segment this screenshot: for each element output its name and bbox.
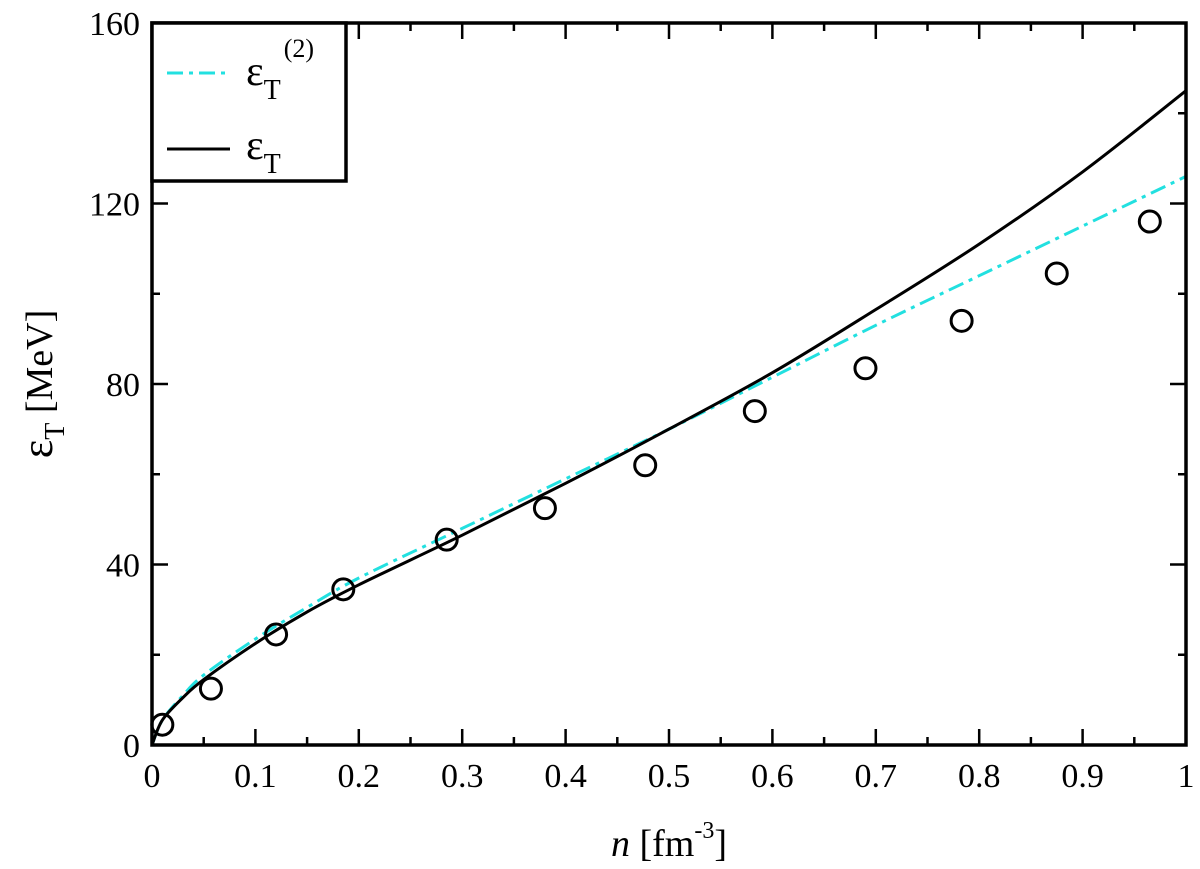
reference-data-point [633,453,658,478]
y-axis-label: εT [MeV] [13,310,71,459]
x-axis-label: n [fm-3] [611,818,727,865]
reference-data-point [331,577,356,602]
legend-label-eps-t2-main: ε [246,49,264,95]
reference-data-point [1044,261,1069,286]
reference-data-point [853,356,878,381]
x-tick-label: 0.3 [441,758,484,795]
series-line-eps-t2 [150,175,1187,746]
y-tick-label: 160 [89,6,140,43]
legend-label-eps-t: εT [246,123,281,180]
y-tick-label: 80 [106,367,140,404]
x-tick-label: 0.9 [1061,758,1104,795]
legend-label-eps-t-main: ε [246,123,264,169]
legend-label-eps-t-sub: T [264,149,281,180]
x-axis-label-main: n [611,823,630,865]
y-axis-label-unit: [MeV] [19,310,61,423]
reference-data-point [434,527,459,552]
y-tick-label: 120 [89,187,140,224]
y-axis-label-main: ε [13,440,62,458]
x-tick-label: 0.4 [544,758,587,795]
reference-data-point [198,676,223,701]
x-tick-label: 0.2 [338,758,381,795]
reference-data-point [1137,209,1162,234]
legend-label-eps-t2: εT(2) [246,34,314,106]
x-tick-label: 0 [144,758,161,795]
x-tick-label: 0.5 [648,758,691,795]
x-tick-label: 0.6 [751,758,794,795]
reference-data-point [532,496,557,521]
reference-data-point [742,399,767,424]
y-tick-label: 40 [106,548,140,585]
x-axis-label-unit-sup: -3 [694,818,714,844]
plot-content [150,89,1187,746]
legend: εT(2) εT [150,21,348,183]
reference-data-point [264,622,289,647]
x-axis-label-unit-open: [fm [630,823,694,865]
legend-label-eps-t2-sub: T [264,75,281,106]
reference-data-point [150,712,175,737]
y-tick-label: 0 [123,728,140,765]
x-tick-label: 0.8 [958,758,1001,795]
x-tick-label: 1 [1178,758,1195,795]
x-tick-label: 0.1 [234,758,277,795]
legend-label-eps-t2-sup: (2) [284,34,314,63]
x-tick-label: 0.7 [855,758,898,795]
series-line-eps-t [150,89,1187,746]
x-axis-label-unit-close: ] [714,823,727,865]
reference-data-point [949,308,974,333]
legend-box [150,21,348,183]
y-axis-label-sub: T [40,423,71,440]
tick-labels: 0 0.1 0.2 0.3 0.4 0.5 0.6 0.7 0.8 0.9 1 0 40 80 120 160 [89,6,1195,795]
